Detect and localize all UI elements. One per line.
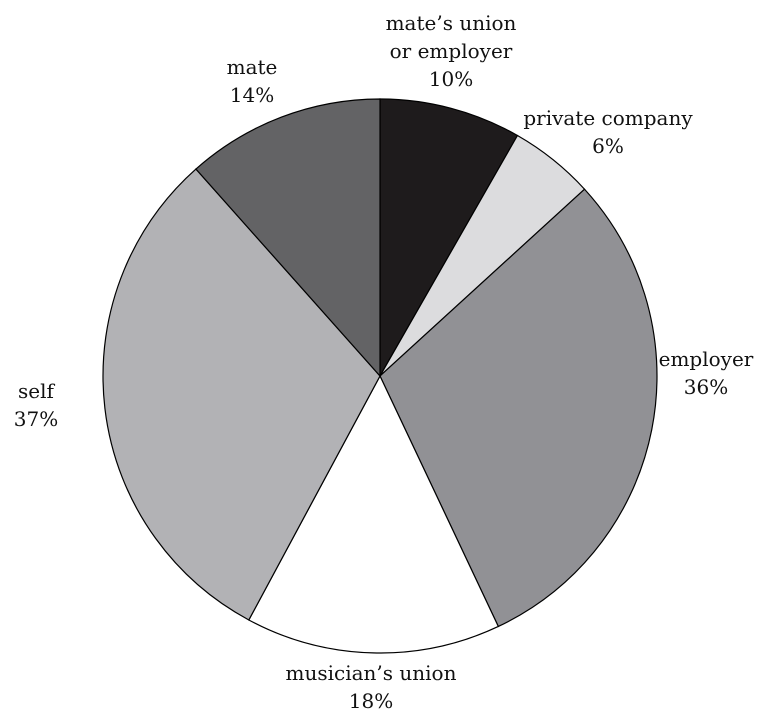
slice-percent: 6% <box>592 134 624 158</box>
pie-slice-self <box>102 168 381 621</box>
pie-slices <box>102 98 658 654</box>
slice-label-mate-s-union-or-employer: mate’s union or employer 10% <box>386 11 517 91</box>
slice-label-line: mate <box>227 55 278 79</box>
slice-label-line: private company <box>523 106 693 130</box>
slice-label-line: mate’s union <box>386 11 517 35</box>
slice-label-private-company: private company 6% <box>523 106 693 158</box>
slice-label-musician-s-union: musician’s union 18% <box>286 661 457 713</box>
slice-percent: 10% <box>429 67 473 91</box>
pie-labels: mate’s union or employer 10% private compan… <box>14 11 754 713</box>
slice-label-employer: employer 36% <box>659 347 754 399</box>
slice-label-line: self <box>18 379 55 403</box>
slice-label-mate: mate 14% <box>227 55 278 107</box>
slice-percent: 14% <box>230 83 274 107</box>
slice-percent: 18% <box>349 689 393 713</box>
slice-label-self: self 37% <box>14 379 58 431</box>
slice-percent: 37% <box>14 407 58 431</box>
slice-label-line: or employer <box>390 39 513 63</box>
pie-slice-musician-s-union <box>248 374 500 654</box>
slice-percent: 36% <box>684 375 728 399</box>
slice-label-line: employer <box>659 347 754 371</box>
pie-slice-mate <box>195 98 381 378</box>
slice-label-line: musician’s union <box>286 661 457 685</box>
pie-slice-mate-s-union-or-employer <box>379 98 519 379</box>
pie-slice-employer <box>379 188 658 628</box>
